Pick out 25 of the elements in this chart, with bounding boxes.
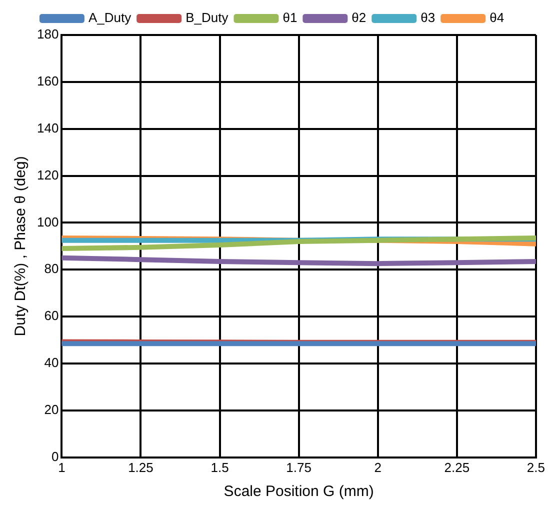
y-tick-label: 120 [36,167,59,182]
legend-label: A_Duty [88,10,132,26]
y-axis-title: Duty Dt(%) , Phase θ (deg) [12,156,30,336]
legend-label: θ3 [420,10,436,26]
x-tick-label: 1.5 [210,460,229,475]
y-tick-label: 100 [36,214,59,230]
y-tick-label: 20 [44,402,59,418]
x-tick-label: 2 [374,460,382,475]
x-tick-label: 1 [58,460,66,475]
x-tick-label: 2.25 [444,460,470,475]
y-tick-label: 40 [44,355,59,370]
x-tick-label: 2.5 [526,460,546,475]
y-tick-label: 180 [36,26,59,42]
x-tick-label: 1.25 [128,460,154,475]
y-tick-label: 80 [44,261,59,276]
legend-label: B_Duty [186,10,229,26]
legend-label: θ4 [490,10,504,26]
y-tick-label: 0 [51,448,59,464]
y-tick-label: 160 [36,74,59,89]
legend-label: θ2 [352,10,366,26]
x-axis-title: Scale Position G (mm) [224,483,374,500]
legend-label: θ1 [282,10,298,26]
y-tick-label: 140 [36,120,59,136]
y-tick-label: 60 [44,308,59,324]
x-tick-label: 1.75 [286,460,312,475]
